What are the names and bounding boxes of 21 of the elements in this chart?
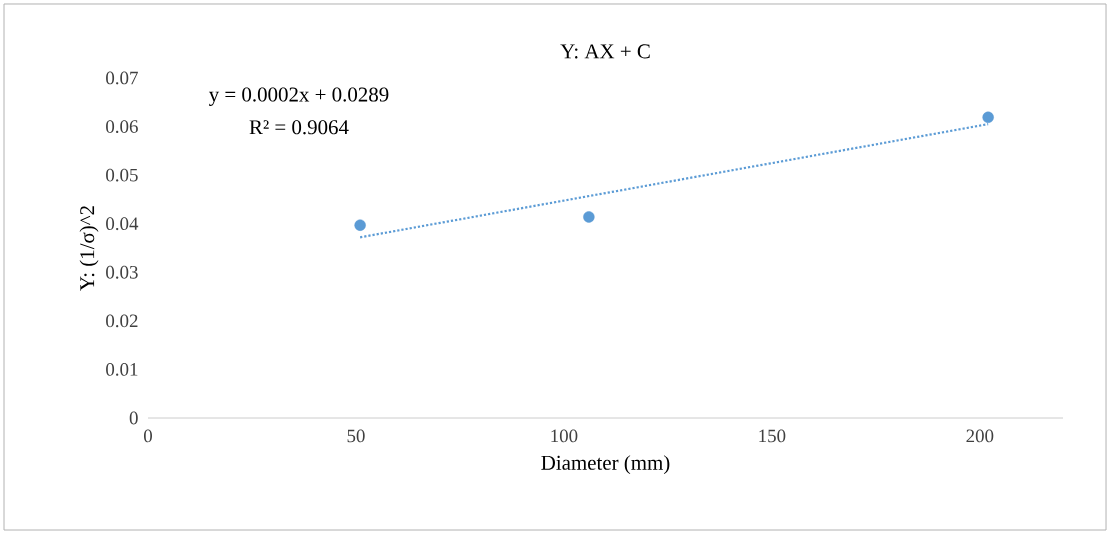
point bbox=[354, 219, 366, 231]
y-tick-label: 0.04 bbox=[106, 217, 139, 231]
y-axis-title: Y: (1/σ)^2 bbox=[79, 206, 99, 291]
y-tick-label: 0.02 bbox=[106, 314, 138, 328]
x-tick-label: 200 bbox=[966, 429, 994, 443]
annotation: y = 0.0002x + 0.0289 bbox=[208, 87, 389, 106]
y-tick-label: 0.06 bbox=[106, 120, 138, 133]
chart-title: Y: AX + C bbox=[560, 44, 650, 59]
y-tick-label: 0.03 bbox=[106, 265, 138, 279]
point bbox=[583, 211, 595, 223]
x-tick-label: 150 bbox=[759, 429, 786, 443]
x-tick-label: 50 bbox=[347, 429, 365, 443]
y-tick-label: 0.01 bbox=[106, 363, 138, 376]
x-axis-title: Diameter (mm) bbox=[541, 455, 670, 475]
annotation: R² = 0.9064 bbox=[249, 120, 349, 135]
x-tick-label: 0 bbox=[143, 429, 152, 443]
y-tick-label: 0.05 bbox=[106, 168, 138, 182]
y-tick-label: 0.07 bbox=[106, 71, 138, 85]
point bbox=[982, 111, 994, 124]
y-tick-label: 0 bbox=[129, 411, 138, 425]
x-tick-label: 100 bbox=[551, 429, 578, 443]
